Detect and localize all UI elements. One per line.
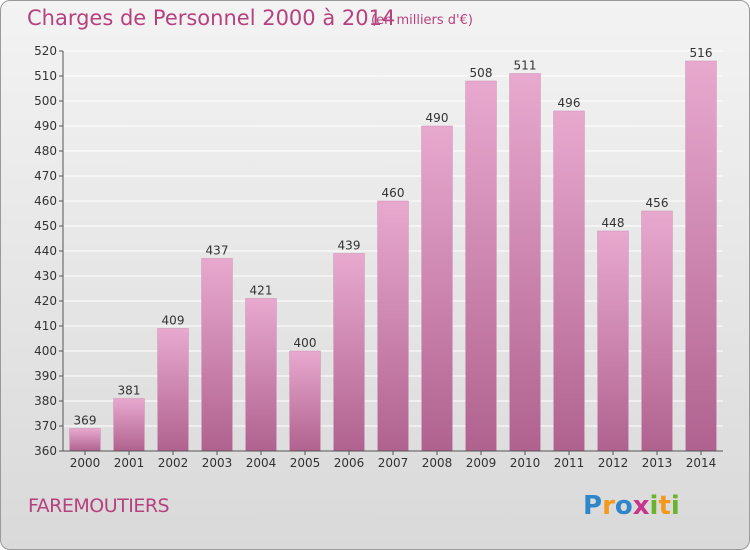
logo-letter: t [658, 491, 671, 521]
logo-letter: r [602, 491, 615, 521]
bar [245, 298, 277, 452]
y-tick-label: 400 [34, 344, 57, 358]
bar-value-label: 409 [162, 314, 185, 328]
bar [685, 60, 717, 452]
x-tick-label: 2002 [158, 456, 189, 470]
y-tick-label: 480 [34, 144, 57, 158]
place-name: FAREMOUTIERS [28, 495, 170, 517]
bar-value-label: 511 [514, 59, 537, 73]
y-tick-label: 430 [34, 269, 57, 283]
bar-value-label: 496 [558, 96, 581, 110]
bar [201, 258, 233, 452]
chart-subtitle: (en milliers d'€) [371, 13, 473, 28]
bar-value-label: 456 [646, 196, 669, 210]
y-tick-label: 520 [34, 44, 57, 58]
bar-value-label: 460 [382, 186, 405, 200]
logo-letter: o [614, 491, 633, 521]
bar [377, 200, 409, 452]
bar-value-label: 437 [206, 244, 229, 258]
x-tick-label: 2014 [686, 456, 717, 470]
bar [553, 110, 585, 452]
bar [157, 328, 189, 452]
x-tick-label: 2011 [554, 456, 585, 470]
bar-value-label: 448 [602, 216, 625, 230]
bar-value-label: 400 [294, 336, 317, 350]
y-tick-label: 380 [34, 394, 57, 408]
x-tick-label: 2004 [246, 456, 277, 470]
bar [509, 73, 541, 452]
y-tick-label: 500 [34, 94, 57, 108]
x-tick-label: 2007 [378, 456, 409, 470]
x-tick-label: 2012 [598, 456, 629, 470]
bar [289, 350, 321, 452]
bar-value-label: 516 [690, 46, 713, 60]
bar [333, 253, 365, 452]
y-tick-label: 410 [34, 319, 57, 333]
y-tick-label: 460 [34, 194, 57, 208]
x-tick-label: 2013 [642, 456, 673, 470]
bar [641, 210, 673, 452]
bar [69, 428, 101, 452]
bar [421, 125, 453, 452]
x-tick-label: 2008 [422, 456, 453, 470]
bar-value-label: 439 [338, 239, 361, 253]
x-tick-label: 2003 [202, 456, 233, 470]
bar-value-label: 369 [74, 414, 97, 428]
x-tick-label: 2001 [114, 456, 145, 470]
bar-value-label: 490 [426, 111, 449, 125]
bar [465, 80, 497, 452]
logo-letter: i [670, 491, 680, 521]
logo-letter: P [583, 491, 603, 521]
bar-value-label: 381 [118, 384, 141, 398]
bar [597, 230, 629, 452]
y-tick-label: 370 [34, 419, 57, 433]
y-tick-label: 490 [34, 119, 57, 133]
y-tick-label: 360 [34, 444, 57, 458]
x-tick-label: 2000 [70, 456, 101, 470]
bar-value-label: 421 [250, 284, 273, 298]
bar-value-label: 508 [470, 66, 493, 80]
y-tick-label: 470 [34, 169, 57, 183]
logo-letter: x [632, 491, 650, 521]
y-tick-label: 450 [34, 219, 57, 233]
y-tick-label: 420 [34, 294, 57, 308]
x-tick-label: 2006 [334, 456, 365, 470]
y-tick-label: 440 [34, 244, 57, 258]
logo-letter: i [649, 491, 659, 521]
x-tick-label: 2010 [510, 456, 541, 470]
x-tick-label: 2005 [290, 456, 321, 470]
y-tick-label: 510 [34, 69, 57, 83]
proxiti-logo: Proxiti [583, 491, 680, 521]
y-tick-label: 390 [34, 369, 57, 383]
chart-title: Charges de Personnel 2000 à 2014 [27, 6, 396, 30]
bar [113, 398, 145, 452]
x-tick-label: 2009 [466, 456, 497, 470]
